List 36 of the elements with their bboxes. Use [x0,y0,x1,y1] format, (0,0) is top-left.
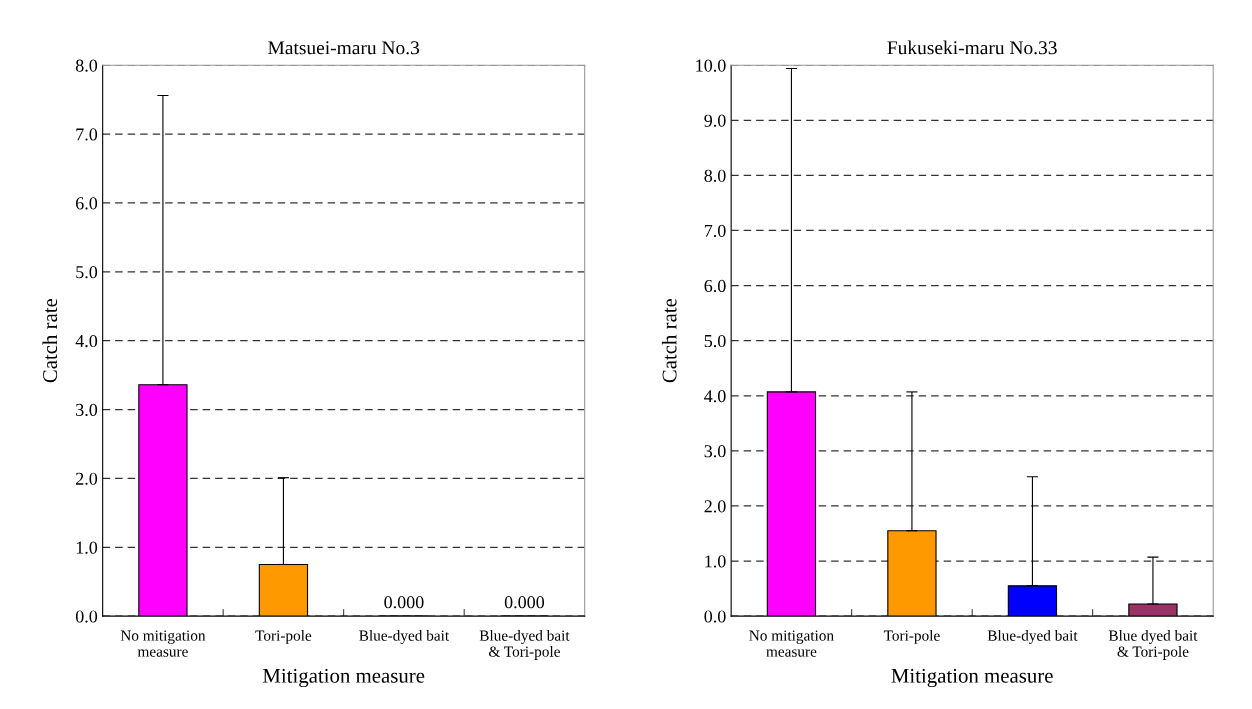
x-tick-label: Blue-dyed bait [987,630,1078,644]
y-axis-title: Catch rate [42,298,58,383]
chart-title: Matsuei-maru No.3 [268,41,420,55]
y-tick-label: 1.0 [76,541,98,554]
y-tick-label: 7.0 [704,224,726,238]
y-tick-label: 5.0 [704,334,726,348]
x-tick-label: Blue-dyed bait & Tori-pole [479,630,570,660]
x-tick-label: No mitigation measure [749,630,834,657]
y-tick-label: 1.0 [705,555,726,568]
x-tick-label: Tori-pole [255,630,312,644]
y-tick-label: 4.0 [75,334,98,348]
x-tick-label: Tori-pole [883,630,940,644]
y-tick-label: 2.0 [76,472,98,485]
chart-title: Fukuseki-maru No.33 [887,40,1057,55]
y-tick-label: 7.0 [76,128,98,141]
x-axis-title: Mitigation measure [262,668,425,688]
y-tick-label: 8.0 [704,169,726,182]
y-tick-label: 0.0 [75,610,98,623]
y-tick-label: 10.0 [696,59,726,72]
y-tick-label: 4.0 [704,390,726,403]
x-tick-label: Blue-dyed bait [359,630,450,644]
x-tick-label: No mitigation measure [120,630,206,657]
y-tick-label: 6.0 [704,279,726,293]
y-tick-label: 8.0 [75,59,98,72]
y-axis-title: Catch rate [661,298,677,383]
y-tick-label: 3.0 [76,403,98,417]
x-tick-label: Blue dyed bait & Tori-pole [1108,630,1198,660]
y-tick-label: 3.0 [704,445,726,458]
y-tick-label: 9.0 [704,114,726,127]
y-tick-label: 0.0 [704,610,726,623]
data-label: 0.000 [384,596,424,609]
y-tick-label: 6.0 [76,197,98,210]
x-axis-title: Mitigation measure [891,668,1053,688]
y-tick-label: 2.0 [704,500,726,513]
data-label: 0.000 [504,596,545,609]
y-tick-label: 5.0 [76,266,98,279]
